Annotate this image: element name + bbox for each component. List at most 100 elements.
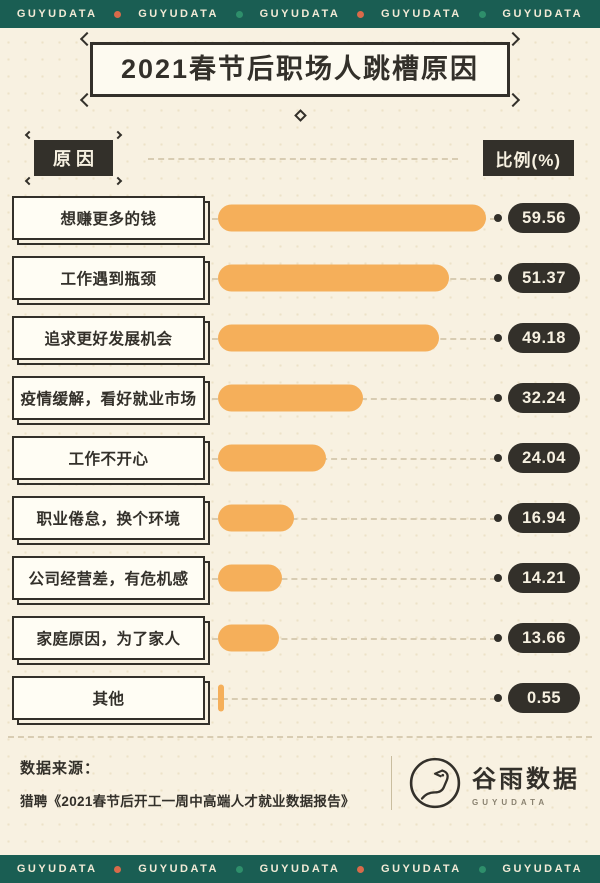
row-value-pill: 51.37 (508, 263, 580, 294)
row-bar (218, 264, 449, 292)
brand-text: GUYUDATA (381, 8, 462, 20)
row-category-box: 公司经营差，有危机感 (12, 556, 205, 601)
row-dot (494, 214, 502, 223)
row-value-pill: 0.55 (508, 683, 580, 714)
brand-text: GUYUDATA (16, 863, 98, 875)
brand-text: GUYUDATA (502, 863, 584, 875)
corner-mark (79, 92, 95, 108)
row-dash-line (202, 518, 496, 521)
row-dot (494, 274, 502, 283)
row-bar (218, 324, 439, 352)
row-bar (218, 204, 486, 232)
row-value: 49.18 (522, 328, 566, 347)
chart-row: 其他 0.55 (12, 676, 588, 721)
row-dot (494, 574, 502, 583)
row-bar (218, 504, 294, 532)
brand-text: GUYUDATA (138, 8, 219, 20)
row-dot (494, 514, 502, 523)
row-value: 13.66 (522, 628, 566, 647)
bottom-banner: GUYUDATA GUYUDATA GUYUDATA GUYUDATA GUYU… (0, 855, 600, 883)
dot-icon (478, 865, 486, 873)
row-value-pill: 49.18 (508, 323, 580, 354)
chart-row: 公司经营差，有危机感 14.21 (12, 556, 588, 601)
footer: 数据来源： 猎聘《2021春节后开工一周中高端人才就业数据报告》 谷雨数据 GU… (0, 738, 600, 811)
dot-icon (114, 865, 122, 873)
source-text: 猎聘《2021春节后开工一周中高端人才就业数据报告》 (20, 793, 355, 809)
row-category-label: 工作不开心 (68, 451, 149, 469)
row-bar (218, 684, 224, 712)
title-box: 2021春节后职场人跳槽原因 (79, 31, 521, 108)
chart-row: 想赚更多的钱 59.56 (12, 196, 588, 241)
row-category-label: 疫情缓解，看好就业市场 (20, 391, 197, 409)
row-dash-line (202, 578, 496, 581)
row-category-label: 想赚更多的钱 (60, 211, 157, 229)
row-dot (494, 334, 502, 343)
row-value: 0.55 (526, 688, 562, 707)
row-category-box: 职业倦怠，换个环境 (12, 496, 205, 541)
brand-text: GUYUDATA (381, 863, 462, 875)
logo-text-block: 谷雨数据 GUYUDATA (472, 759, 580, 807)
brand-text: GUYUDATA (502, 8, 584, 20)
row-bar (218, 444, 326, 472)
row-value-pill: 32.24 (508, 383, 580, 414)
row-category-label: 公司经营差，有危机感 (28, 571, 189, 589)
bird-logo-icon (409, 757, 461, 809)
row-dash-line (202, 638, 496, 641)
chart-row: 家庭原因，为了家人 13.66 (12, 616, 588, 661)
diamond-ornament (293, 109, 307, 122)
logo-subtext: GUYUDATA (472, 798, 549, 808)
footer-separator (8, 736, 592, 739)
corner-mark (24, 130, 34, 140)
row-dot (494, 634, 502, 643)
row-value-pill: 14.21 (508, 563, 580, 594)
dot-icon (235, 865, 243, 873)
header-dash-line (148, 158, 458, 161)
row-category-label: 其他 (92, 691, 125, 709)
chart-row: 职业倦怠，换个环境 16.94 (12, 496, 588, 541)
corner-mark (505, 31, 521, 47)
row-value: 16.94 (522, 508, 566, 527)
chart-row: 追求更好发展机会 49.18 (12, 316, 588, 361)
row-value-pill: 24.04 (508, 443, 580, 474)
row-category-box: 追求更好发展机会 (12, 316, 205, 361)
page-title: 2021春节后职场人跳槽原因 (120, 54, 480, 84)
row-value-pill: 13.66 (508, 623, 580, 654)
row-category-box: 想赚更多的钱 (12, 196, 205, 241)
header: 2021春节后职场人跳槽原因 (0, 28, 600, 122)
row-bar (218, 384, 363, 412)
dot-icon (357, 865, 365, 873)
row-value: 32.24 (522, 388, 566, 407)
row-bar (218, 564, 282, 592)
row-value: 51.37 (522, 268, 566, 287)
row-dot (494, 394, 502, 403)
row-category-box: 疫情缓解，看好就业市场 (12, 376, 205, 421)
axis-labels-row: 原因 比例(%) (22, 130, 578, 186)
brand-text: GUYUDATA (259, 8, 341, 20)
brand-text: GUYUDATA (259, 863, 341, 875)
corner-mark (505, 92, 521, 108)
row-category-label: 工作遇到瓶颈 (60, 271, 157, 289)
top-banner: GUYUDATA GUYUDATA GUYUDATA GUYUDATA GUYU… (0, 0, 600, 28)
corner-mark (113, 176, 123, 186)
chart-row: 疫情缓解，看好就业市场 32.24 (12, 376, 588, 421)
brand-text: GUYUDATA (138, 863, 219, 875)
logo: 谷雨数据 GUYUDATA (391, 756, 580, 811)
corner-mark (113, 130, 123, 140)
row-value: 14.21 (522, 568, 566, 587)
dot-icon (235, 10, 243, 18)
row-category-box: 工作遇到瓶颈 (12, 256, 205, 301)
dot-icon (357, 10, 365, 18)
chart-row: 工作不开心 24.04 (12, 436, 588, 481)
corner-mark (79, 31, 95, 47)
corner-mark (24, 176, 34, 186)
logo-text: 谷雨数据 (472, 767, 580, 794)
dot-icon (114, 10, 122, 18)
row-category-label: 家庭原因，为了家人 (36, 631, 181, 649)
row-category-label: 职业倦怠，换个环境 (36, 511, 181, 529)
brand-text: GUYUDATA (16, 8, 98, 20)
row-category-label: 追求更好发展机会 (44, 331, 173, 349)
source-label: 数据来源： (20, 759, 101, 777)
data-source: 数据来源： 猎聘《2021春节后开工一周中高端人才就业数据报告》 (20, 757, 355, 810)
row-category-box: 其他 (12, 676, 205, 721)
